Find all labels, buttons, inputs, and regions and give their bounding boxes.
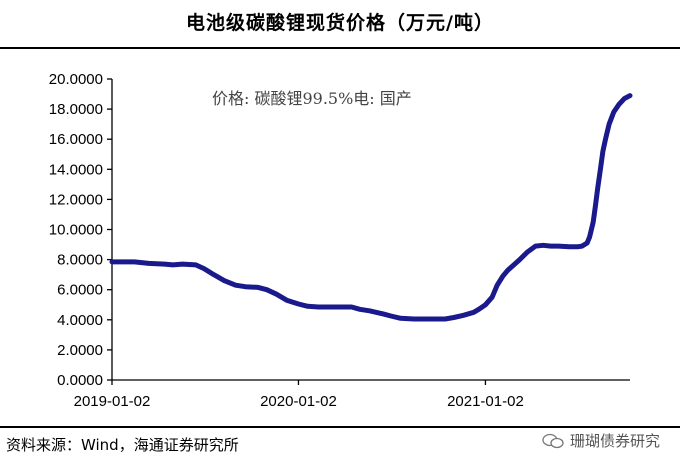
- y-tick-label: 10.0000: [49, 222, 103, 239]
- x-tick-label: 2020-01-02: [260, 393, 337, 410]
- chart-title: 电池级碳酸锂现货价格（万元/吨）: [186, 12, 494, 34]
- wechat-icon: [542, 433, 564, 448]
- y-axis: 0.0000 2.0000 4.0000 6.0000 8.0000 10.0000 12.…: [49, 71, 113, 389]
- top-divider: [0, 47, 680, 49]
- y-tick-label: 8.0000: [57, 252, 103, 269]
- y-tick-label: 4.0000: [57, 312, 103, 329]
- y-tick-label: 2.0000: [57, 342, 103, 359]
- watermark-text: 珊瑚债券研究: [569, 432, 660, 450]
- y-tick-label: 0.0000: [57, 372, 103, 389]
- y-tick-label: 18.0000: [49, 101, 103, 118]
- y-tick-label: 12.0000: [49, 191, 103, 208]
- y-tick-label: 6.0000: [57, 282, 103, 299]
- watermark: 珊瑚债券研究: [542, 430, 660, 451]
- y-tick-label: 20.0000: [49, 71, 103, 88]
- x-tick-label: 2021-01-02: [447, 393, 524, 410]
- y-tick-label: 14.0000: [49, 161, 103, 178]
- x-tick-label: 2019-01-02: [74, 393, 151, 410]
- y-tick-label: 16.0000: [49, 131, 103, 148]
- series-line: [109, 93, 633, 322]
- x-axis: 2019-01-02 2020-01-02 2021-01-02: [74, 379, 630, 410]
- bottom-divider: [0, 426, 680, 428]
- series-annotation: 价格: 碳酸锂99.5%电: 国产: [212, 89, 412, 108]
- source-note: 资料来源：Wind，海通证券研究所: [6, 436, 239, 454]
